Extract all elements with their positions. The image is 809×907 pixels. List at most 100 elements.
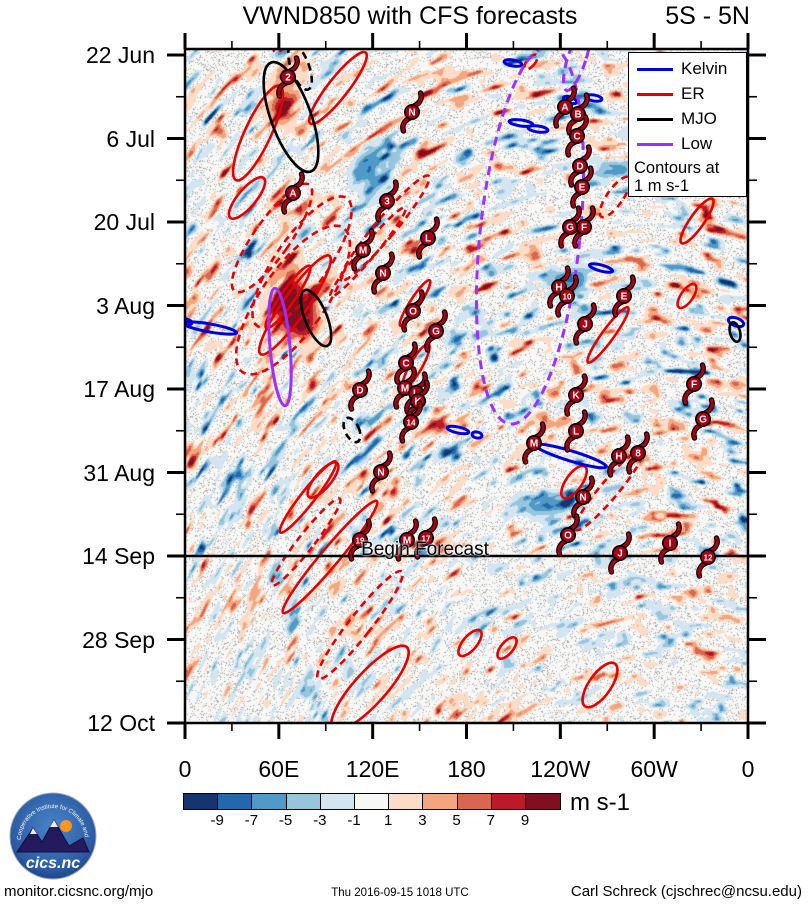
kelvin-line-swatch: [637, 68, 673, 71]
colorbar-segment: [286, 794, 321, 809]
er-contour: [676, 282, 698, 310]
date-tick-label: 28 Sep: [82, 626, 155, 653]
legend-item-mjo: MJO: [629, 108, 746, 130]
colorbar-tick-label: -1: [347, 812, 361, 829]
storm-body: [398, 355, 414, 371]
longitude-tick-label: 0: [178, 756, 192, 782]
legend-item-label: ER: [681, 84, 705, 103]
colorbar-tick-label: 7: [486, 812, 495, 829]
storm-body: [403, 414, 419, 430]
low-contour: [561, 49, 593, 92]
footer-credit: Carl Schreck (cjschrec@ncsu.edu): [570, 883, 802, 900]
colorbar-segment: [457, 794, 492, 809]
storm-body: [373, 464, 389, 480]
longitude-tick-label: 60W: [630, 756, 678, 782]
tropical-cyclone-icon: O: [556, 513, 580, 557]
storm-body: [379, 193, 395, 209]
tropical-cyclone-icon: G: [558, 205, 582, 249]
colorbar-tick-label: 3: [418, 812, 427, 829]
contour-legend: Kelvin ER MJO Low Contours at 1 m s-1: [628, 52, 747, 197]
footer-url: monitor.cicsnc.org/mjo: [4, 883, 154, 900]
tropical-cyclone-icon: K: [564, 373, 588, 417]
kelvin-contour: [185, 320, 239, 336]
colorbar-units-label: m s-1: [570, 789, 630, 816]
date-tick-label: 6 Jul: [106, 125, 155, 152]
storm-label: J: [582, 319, 588, 330]
axis-ticks: [167, 33, 766, 739]
kelvin-contour: [502, 58, 524, 68]
tropical-cyclone-icon: L: [564, 409, 588, 453]
storm-label: A: [289, 188, 296, 199]
storm-body: [576, 219, 592, 235]
colorbar-segment: [184, 794, 219, 809]
storm-body: [662, 535, 678, 551]
storm-label: I: [669, 538, 672, 549]
storm-label: D: [576, 161, 583, 172]
storm-label: 19: [356, 536, 365, 545]
tropical-cyclone-icon: N: [371, 251, 395, 295]
tropical-cyclone-icon: 12: [696, 535, 720, 579]
colorbar-segment: [252, 794, 287, 809]
storm-label: M: [401, 383, 409, 394]
storm-label: O: [409, 306, 417, 317]
legend-item-er: ER: [629, 83, 746, 105]
storm-body: [695, 411, 711, 427]
er-contour: [227, 175, 267, 221]
storm-body: [352, 532, 368, 548]
colorbar: [183, 793, 562, 810]
er-line-swatch: [637, 93, 673, 96]
date-tick-label: 31 Aug: [83, 459, 155, 486]
tropical-cyclone-icon: J: [573, 302, 597, 346]
storm-body: [420, 230, 436, 246]
mjo-contour: [262, 60, 320, 174]
storm-label: N: [408, 107, 415, 118]
colorbar-tick-label: -5: [278, 812, 293, 829]
tropical-cyclone-icon: E: [570, 165, 594, 209]
storm-body: [526, 435, 542, 451]
er-contour: [257, 254, 333, 356]
tropical-cyclone-icon: F: [682, 362, 706, 406]
storm-markers: 2NABCDEA3LMNGFOGH10EJCDMLK14NMKLFGH8NO19…: [276, 55, 720, 579]
colorbar-tick-label: -9: [210, 812, 224, 829]
tropical-cyclone-icon: 3: [375, 179, 399, 223]
mjo-contour: [342, 416, 362, 444]
storm-body: [280, 69, 296, 85]
storm-label: 12: [704, 553, 713, 562]
storm-body: [560, 527, 576, 543]
longitude-tick-label: 180: [447, 756, 486, 782]
tropical-cyclone-icon: 2: [276, 55, 300, 99]
storm-label: B: [574, 109, 581, 120]
kelvin-contour: [534, 442, 608, 470]
er-contour: [234, 224, 352, 376]
tropical-cyclone-icon: 10: [555, 274, 579, 318]
er-contour: [230, 182, 314, 294]
er-contour: [329, 206, 407, 298]
storm-label: C: [573, 131, 580, 142]
er-contour: [496, 636, 518, 660]
er-contour: [586, 305, 630, 365]
tropical-cyclone-icon: J: [608, 531, 632, 575]
colorbar-segment: [525, 794, 561, 809]
storm-label: A: [561, 102, 568, 113]
storm-label: M: [530, 438, 538, 449]
legend-item-label: Low: [681, 134, 713, 153]
er-contour: [315, 569, 405, 681]
colorbar-segment: [354, 794, 390, 809]
storm-label: H: [555, 282, 562, 293]
tropical-cyclone-icon: A: [553, 85, 577, 129]
date-tick-label: 14 Sep: [82, 543, 155, 569]
tropical-cyclone-icon: E: [612, 274, 636, 318]
storm-label: 2: [285, 72, 291, 83]
date-tick-label: 12 Oct: [87, 710, 155, 736]
tropical-cyclone-icon: D: [348, 368, 372, 412]
storm-label: L: [425, 233, 431, 244]
date-tick-label: 22 Jun: [85, 42, 155, 68]
storm-body: [568, 387, 584, 403]
storm-label: 17: [422, 534, 431, 543]
er-contour: [281, 499, 379, 615]
figure-title: VWND850 with CFS forecasts: [242, 2, 578, 30]
tropical-cyclone-icon: H: [607, 434, 631, 478]
storm-label: G: [432, 326, 440, 337]
legend-item-label: MJO: [681, 109, 717, 128]
